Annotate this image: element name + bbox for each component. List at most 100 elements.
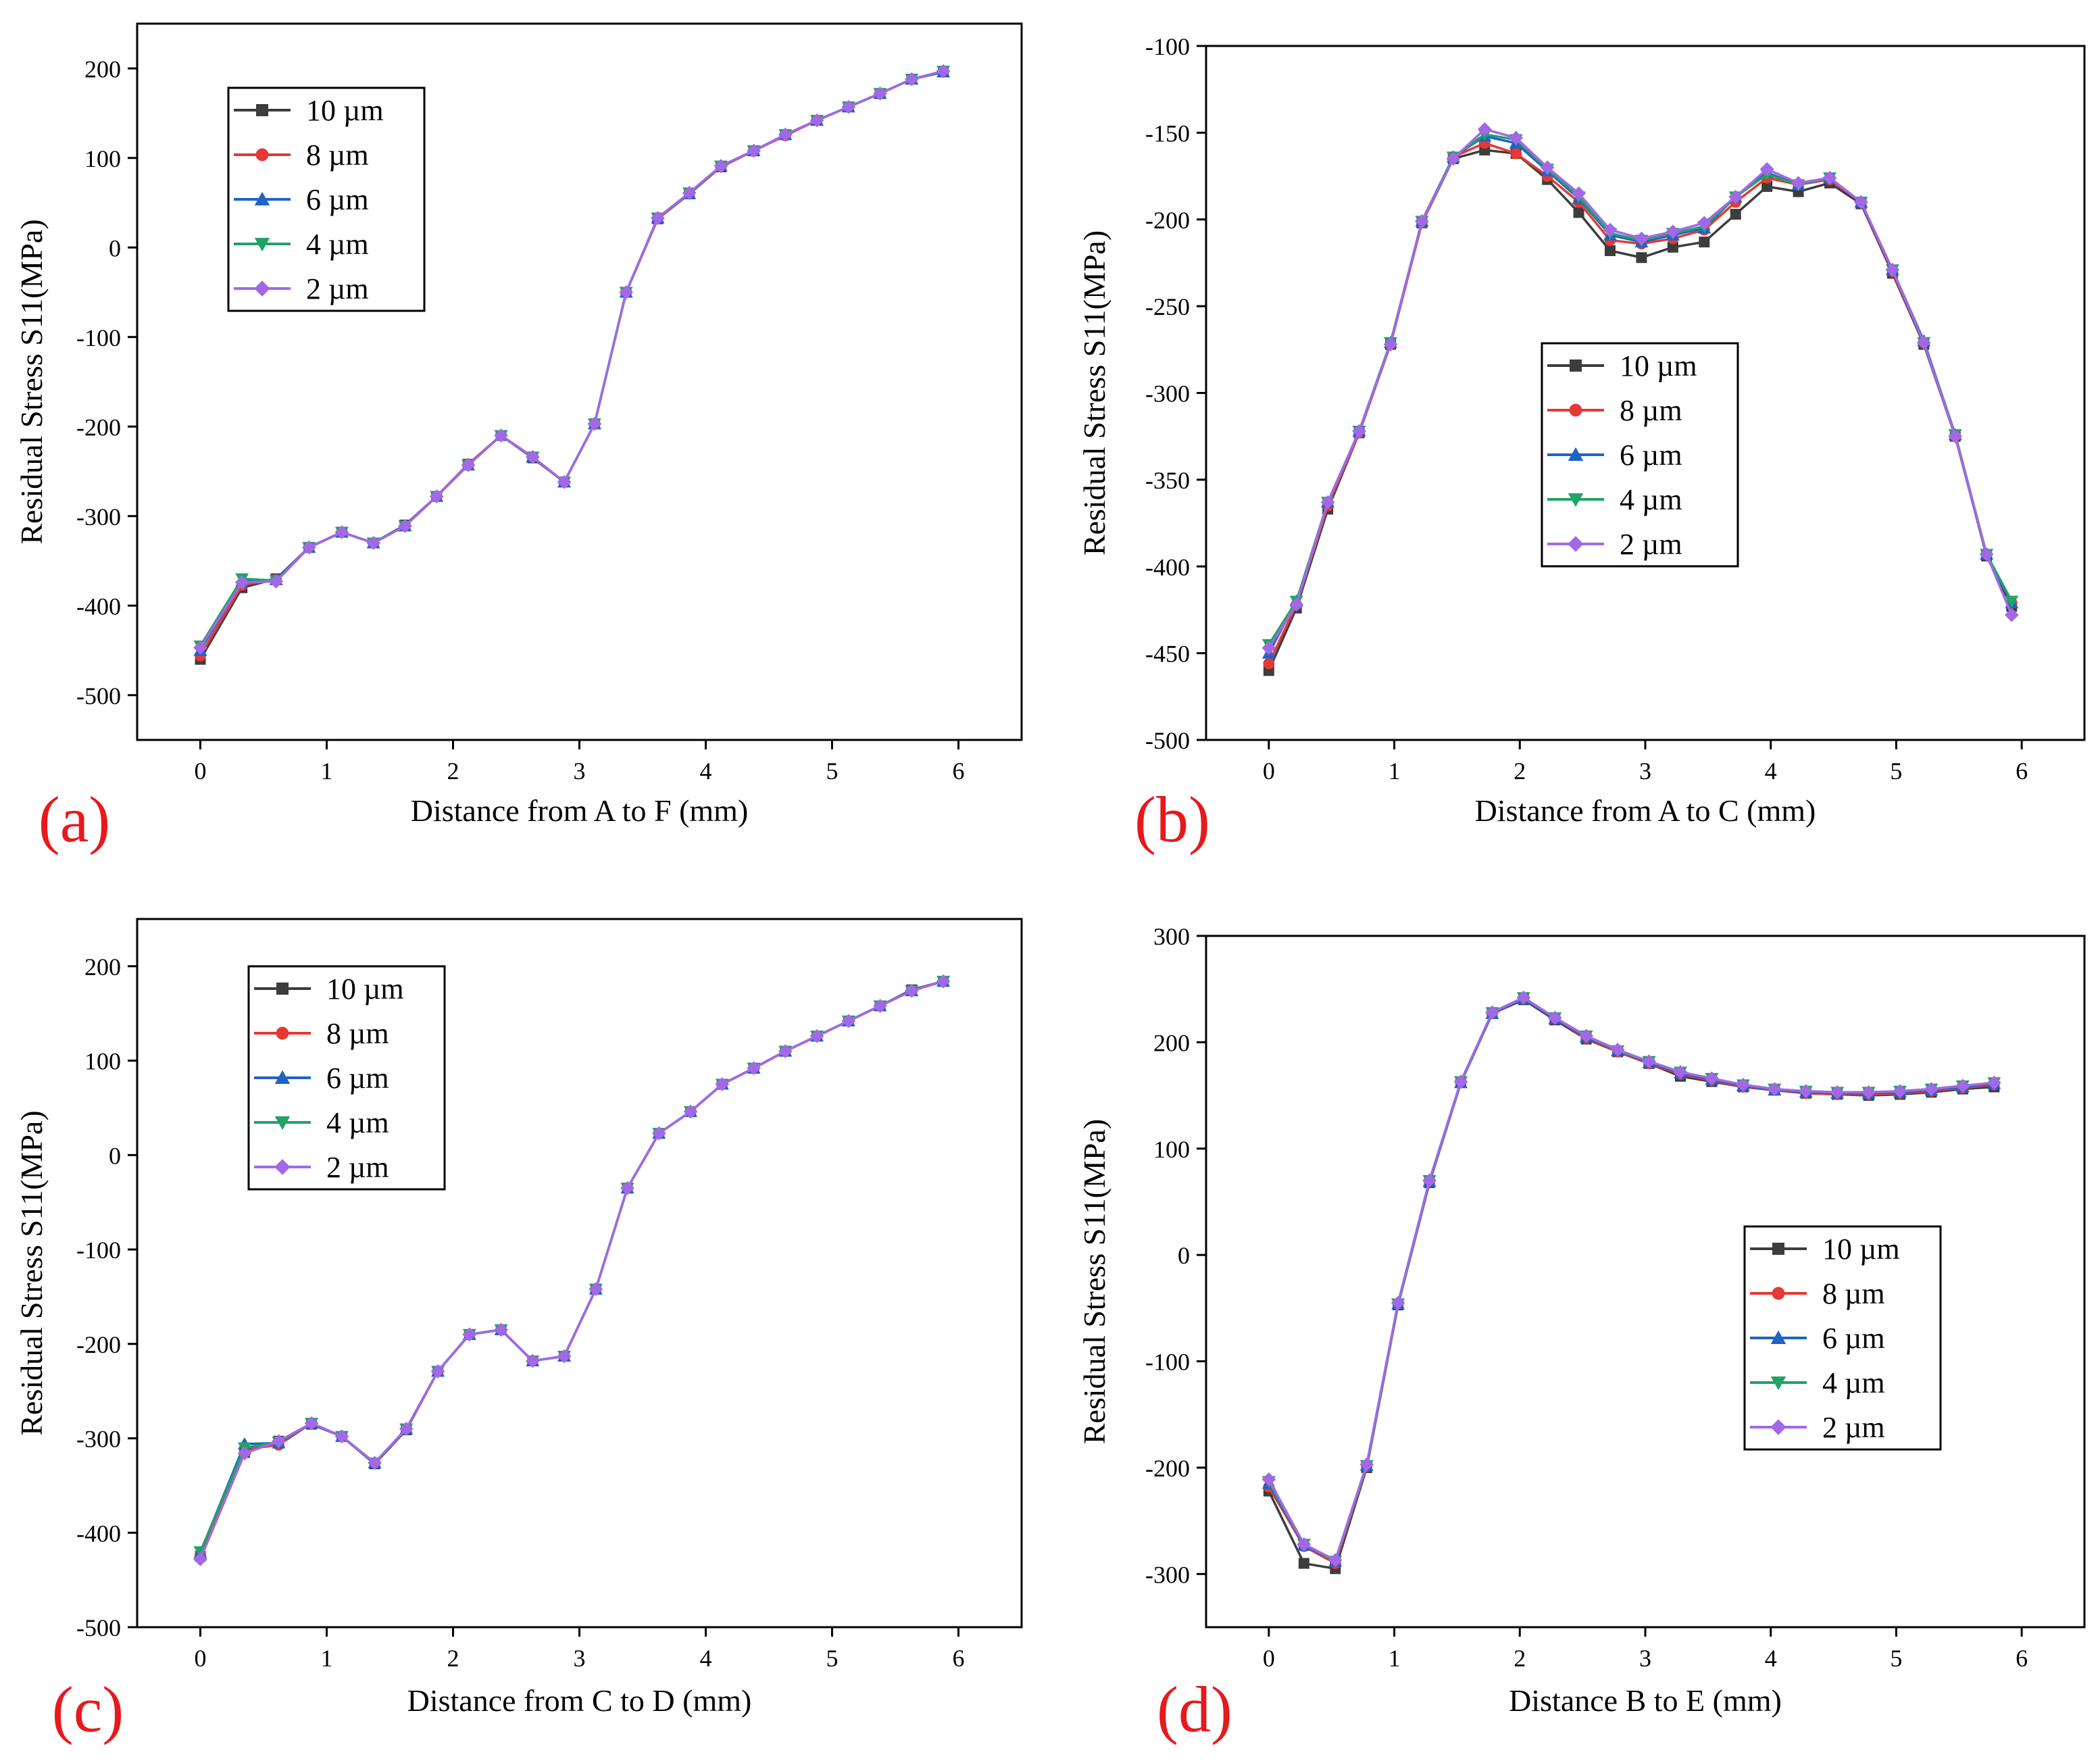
y-axis-title: Residual Stress S11(MPa)	[1077, 230, 1111, 555]
legend-marker-icon	[274, 1070, 291, 1084]
y-tick-label: -500	[76, 682, 121, 710]
x-axis-title: Distance from A to C (mm)	[1475, 793, 1816, 828]
legend-label: 10 µm	[1822, 1233, 1900, 1266]
legend-marker-icon	[274, 1116, 291, 1131]
data-point	[462, 1327, 477, 1342]
data-point	[1320, 495, 1335, 510]
data-point	[587, 416, 602, 431]
data-point	[778, 1044, 793, 1059]
legend-label: 6 µm	[1620, 439, 1682, 472]
x-tick-label: 2	[1514, 1645, 1526, 1672]
y-axis-title: Residual Stress S11(MPa)	[14, 219, 49, 544]
x-tick-label: 4	[1765, 758, 1777, 785]
data-point	[1605, 245, 1616, 256]
legend-label: 2 µm	[1822, 1411, 1885, 1444]
chart-panel-3: 0 1 2 3 4 5 6 -500 -400 -300 -200 -100 0 100 200 Distan…	[14, 918, 1023, 1745]
data-point	[1446, 151, 1461, 166]
data-point	[193, 641, 207, 655]
data-point	[1579, 1028, 1594, 1043]
y-tick-label: -100	[1145, 33, 1190, 60]
legend-label: 4 µm	[1620, 483, 1682, 516]
y-tick-label: -250	[1145, 293, 1190, 320]
data-point	[1510, 147, 1522, 159]
x-tick-label: 4	[700, 1645, 712, 1672]
data-point	[715, 1077, 730, 1091]
x-tick-label: 6	[953, 758, 965, 785]
data-point	[1547, 1010, 1562, 1025]
legend-label: 8 µm	[326, 1017, 389, 1050]
data-point	[366, 536, 381, 550]
data-point	[714, 159, 728, 174]
y-tick-label: 200	[84, 55, 121, 82]
x-tick-label: 2	[447, 758, 459, 785]
data-point	[1854, 195, 1868, 209]
data-point	[1955, 1078, 1970, 1093]
legend-label: 4 µm	[326, 1106, 389, 1139]
y-tick-label: -200	[1145, 1455, 1190, 1482]
data-point	[1516, 990, 1531, 1005]
data-point	[873, 999, 887, 1013]
x-tick-label: 5	[1890, 1645, 1902, 1672]
x-axis-title: Distance from A to F (mm)	[411, 793, 749, 828]
data-point	[619, 285, 634, 299]
legend-label: 2 µm	[306, 272, 369, 305]
y-tick-label: -400	[1145, 553, 1190, 580]
x-tick-label: 0	[195, 1645, 207, 1672]
y-tick-label: -150	[1145, 120, 1190, 147]
data-point	[1453, 1074, 1468, 1089]
y-tick-label: 0	[109, 1142, 121, 1169]
x-tick-label: 1	[1389, 1645, 1401, 1672]
data-point	[1791, 176, 1805, 191]
data-point	[1979, 547, 1994, 562]
legend-marker-icon	[1770, 1376, 1786, 1391]
data-point	[1261, 641, 1276, 655]
data-point	[1767, 1082, 1782, 1097]
data-point	[234, 575, 249, 590]
data-point	[1610, 1043, 1625, 1057]
x-tick-label: 2	[447, 1645, 459, 1672]
y-tick-label: 300	[1153, 923, 1190, 950]
data-point	[494, 1322, 508, 1337]
y-tick-label: -100	[1145, 1349, 1190, 1376]
legend-marker-icon	[1772, 1287, 1785, 1300]
x-axis-title: Distance from C to D (mm)	[407, 1683, 752, 1718]
data-point	[525, 449, 540, 464]
y-tick-label: 100	[84, 1048, 121, 1075]
data-point	[904, 72, 919, 86]
data-point	[399, 1422, 414, 1436]
data-point	[1666, 224, 1680, 239]
y-tick-label: -500	[1145, 727, 1190, 754]
data-point	[1699, 237, 1710, 248]
data-point	[841, 99, 856, 114]
data-point	[1359, 1457, 1374, 1472]
data-point	[747, 143, 761, 158]
data-point	[1697, 216, 1711, 230]
data-point	[1297, 1537, 1311, 1551]
legend-label: 2 µm	[1620, 528, 1682, 561]
x-tick-label: 6	[2016, 758, 2028, 785]
data-point	[368, 1456, 382, 1470]
y-tick-label: -100	[76, 1237, 121, 1264]
series-2m	[1261, 990, 2001, 1568]
data-point	[1328, 1553, 1343, 1568]
y-tick-label: 0	[109, 234, 121, 262]
data-point	[1948, 429, 1963, 444]
x-tick-label: 5	[1890, 758, 1902, 785]
legend-marker-icon	[1568, 493, 1584, 507]
data-point	[1759, 162, 1774, 176]
x-tick-label: 3	[1639, 758, 1651, 785]
data-point	[1540, 160, 1555, 175]
y-tick-label: -100	[76, 324, 121, 351]
data-point	[841, 1014, 856, 1028]
x-tick-label: 0	[1263, 1645, 1275, 1672]
y-tick-label: 200	[84, 953, 121, 980]
data-point	[1736, 1077, 1751, 1092]
legend: 10 µm 8 µm 6 µm 4 µm 2 µm	[227, 86, 426, 312]
data-point	[1352, 424, 1366, 439]
data-point	[620, 1181, 634, 1195]
data-point	[1673, 1065, 1688, 1079]
legend-label: 10 µm	[306, 94, 384, 127]
y-tick-label: -400	[76, 1520, 121, 1547]
data-point	[651, 211, 665, 225]
series-2m	[193, 64, 951, 655]
